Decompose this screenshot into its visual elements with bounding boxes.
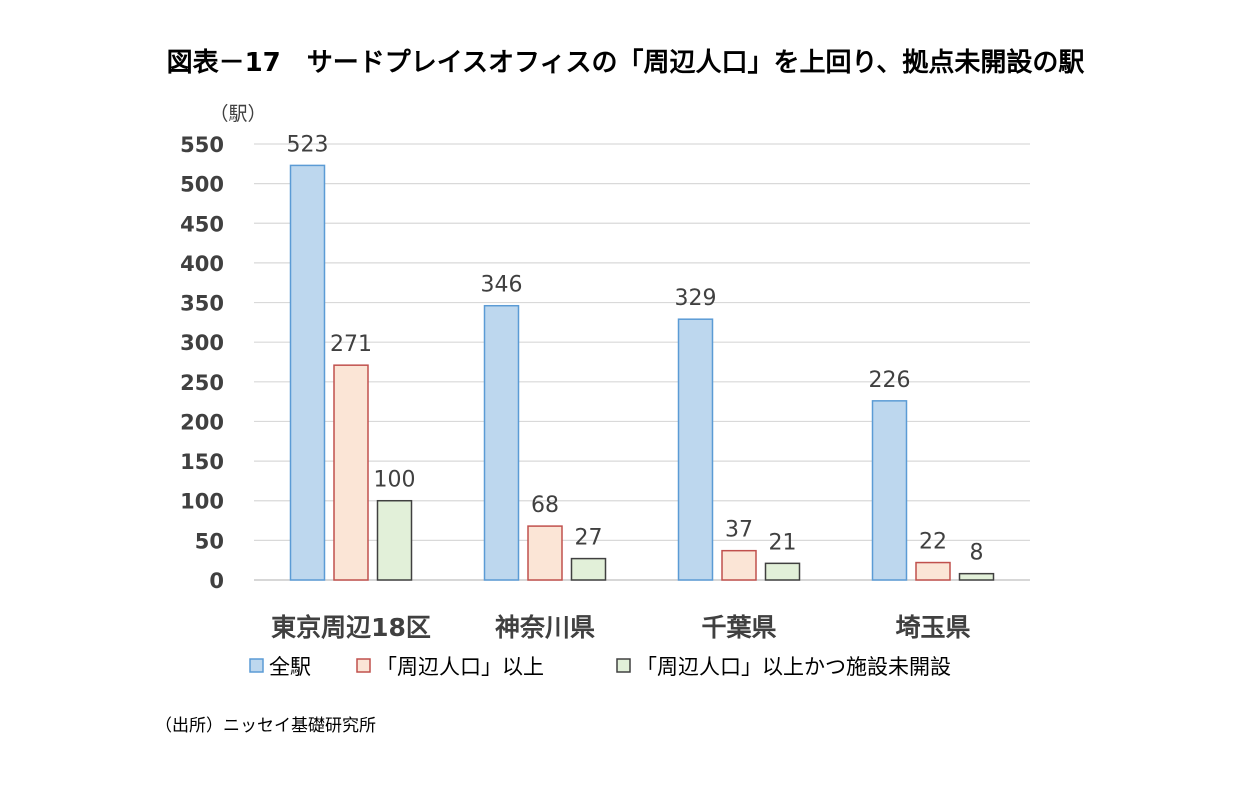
bar [333,364,369,581]
chart-title: 図表－17 サードプレイスオフィスの「周辺人口」を上回り、拠点未開設の駅 [166,48,1085,78]
data-label: 8 [970,541,984,566]
data-label: 100 [374,468,416,493]
legend-swatch [356,658,371,673]
category-label: 千葉県 [701,613,776,642]
legend-swatch [616,658,631,673]
data-labels: 523 346 329 226 271 68 37 22 100 27 21 8 [287,132,984,565]
bar [871,400,908,581]
bar [527,525,563,581]
y-tick-label: 50 [195,529,224,553]
data-label: 271 [330,332,372,357]
bar [764,562,801,581]
y-tick-label: 250 [180,371,224,395]
bar [915,561,951,581]
data-label: 346 [481,273,523,298]
y-tick-label: 500 [180,173,224,197]
y-tick-label: 200 [180,410,224,434]
y-tick-label: 400 [180,252,224,276]
y-tick-label: 350 [180,292,224,316]
data-label: 37 [725,518,753,543]
gridlines [254,143,1030,581]
legend-label: 「周辺人口」以上 [376,655,544,679]
data-label: 68 [531,493,559,518]
data-label: 27 [575,526,603,551]
category-label: 東京周辺18区 [271,613,431,642]
bar [958,572,995,581]
category-labels: 東京周辺18区 神奈川県 千葉県 埼玉県 [271,613,970,642]
bar [570,557,607,581]
y-axis-ticks: 0 50 100 150 200 250 300 350 400 450 500 550 [180,133,224,593]
data-label: 226 [869,368,911,393]
bars [289,164,995,581]
legend-label: 全駅 [269,655,311,679]
y-tick-label: 550 [180,133,224,157]
data-label: 21 [769,530,797,555]
y-tick-label: 150 [180,450,224,474]
y-tick-label: 100 [180,490,224,514]
bar [376,499,413,581]
bar [721,549,757,581]
category-label: 埼玉県 [895,613,970,642]
y-tick-label: 450 [180,212,224,236]
data-label: 329 [675,286,717,311]
y-tick-label: 300 [180,331,224,355]
legend-label: 「周辺人口」以上かつ施設未開設 [636,655,951,679]
bar [677,318,714,581]
bar [289,164,326,581]
bar [483,304,520,581]
legend: 全駅 「周辺人口」以上 「周辺人口」以上かつ施設未開設 [249,655,951,679]
data-label: 523 [287,132,329,157]
legend-swatch [249,658,264,673]
y-tick-label: 0 [209,569,224,593]
category-label: 神奈川県 [495,613,595,642]
data-label: 22 [919,530,947,555]
y-axis-unit-label: （駅） [209,103,266,125]
source-note: （出所）ニッセイ基礎研究所 [155,716,376,736]
